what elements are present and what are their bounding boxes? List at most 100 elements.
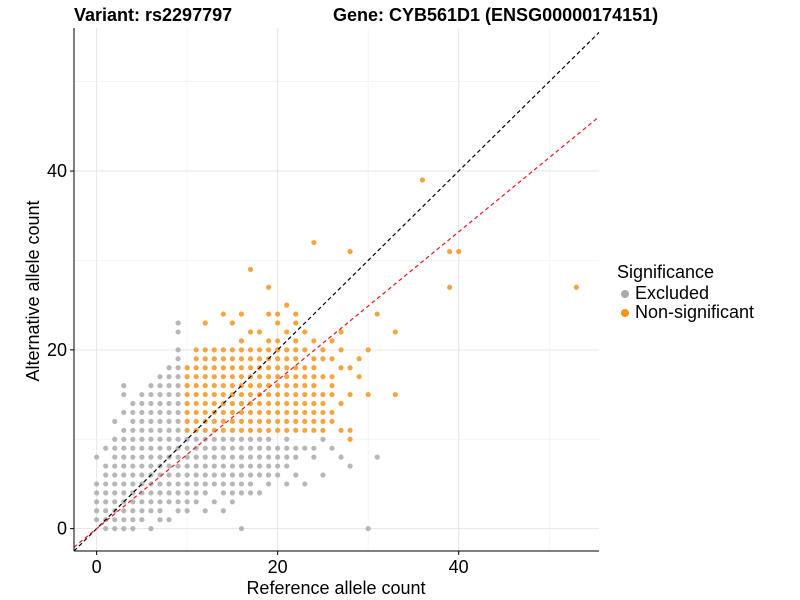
point-excluded: [202, 472, 208, 478]
point-excluded: [94, 508, 100, 514]
point-excluded: [148, 436, 154, 442]
point-excluded: [166, 463, 172, 469]
point-excluded: [220, 472, 226, 478]
point-excluded: [103, 526, 109, 532]
point-non-significant: [347, 248, 353, 255]
point-non-significant: [193, 365, 199, 371]
point-excluded: [121, 383, 127, 389]
point-non-significant: [184, 400, 190, 407]
point-excluded: [175, 436, 181, 442]
point-non-significant: [247, 409, 254, 416]
point-excluded: [229, 481, 236, 487]
point-non-significant: [302, 329, 308, 335]
point-excluded: [166, 427, 172, 433]
point-excluded: [130, 499, 136, 505]
point-non-significant: [374, 311, 380, 317]
point-excluded: [175, 490, 181, 496]
point-excluded: [256, 436, 263, 442]
point-non-significant: [193, 400, 199, 407]
point-non-significant: [293, 400, 299, 407]
point-non-significant: [184, 365, 190, 371]
point-non-significant: [456, 248, 462, 255]
point-excluded: [175, 463, 181, 469]
point-non-significant: [284, 365, 290, 371]
point-non-significant: [238, 427, 245, 433]
point-non-significant: [347, 365, 353, 371]
point-excluded: [130, 508, 136, 514]
point-non-significant: [338, 365, 344, 371]
point-excluded: [148, 454, 154, 460]
point-non-significant: [311, 338, 317, 344]
point-excluded: [311, 445, 317, 451]
point-excluded: [293, 454, 299, 460]
point-non-significant: [302, 409, 308, 416]
point-non-significant: [275, 365, 281, 371]
point-non-significant: [275, 409, 281, 416]
point-excluded: [193, 463, 199, 469]
legend: Significance Excluded Non-significant: [617, 262, 754, 322]
point-excluded: [175, 427, 181, 433]
point-excluded: [166, 499, 172, 505]
point-excluded: [220, 463, 226, 469]
point-excluded: [329, 445, 335, 451]
point-excluded: [238, 526, 245, 532]
point-excluded: [130, 400, 136, 407]
point-non-significant: [229, 409, 236, 416]
point-non-significant: [293, 409, 299, 416]
point-excluded: [193, 481, 199, 487]
x-axis-title: Reference allele count: [246, 578, 425, 598]
point-excluded: [184, 472, 190, 478]
point-excluded: [202, 508, 208, 514]
point-excluded: [166, 391, 172, 398]
point-excluded: [139, 463, 145, 469]
point-non-significant: [302, 427, 308, 433]
point-excluded: [275, 463, 281, 469]
point-non-significant: [329, 391, 335, 398]
point-excluded: [238, 436, 245, 442]
point-excluded: [211, 481, 217, 487]
point-excluded: [247, 436, 254, 442]
point-non-significant: [347, 427, 353, 433]
point-non-significant: [447, 248, 453, 255]
point-non-significant: [320, 409, 326, 416]
point-excluded: [238, 454, 245, 460]
point-non-significant: [266, 400, 272, 407]
point-excluded: [157, 409, 163, 416]
point-non-significant: [184, 418, 190, 424]
point-excluded: [202, 490, 208, 496]
point-non-significant: [193, 391, 199, 398]
point-excluded: [256, 472, 263, 478]
point-excluded: [121, 391, 127, 398]
point-excluded: [247, 463, 254, 469]
point-excluded: [166, 418, 172, 424]
point-non-significant: [284, 418, 290, 424]
point-excluded: [130, 436, 136, 442]
point-excluded: [130, 454, 136, 460]
point-excluded: [175, 409, 181, 416]
point-excluded: [211, 436, 217, 442]
point-excluded: [139, 472, 145, 478]
point-non-significant: [311, 427, 317, 433]
point-non-significant: [193, 409, 199, 416]
point-non-significant: [293, 311, 299, 317]
point-non-significant: [184, 383, 190, 389]
point-excluded: [112, 454, 118, 460]
point-excluded: [130, 427, 136, 433]
point-non-significant: [275, 338, 281, 344]
point-excluded: [157, 517, 163, 523]
point-non-significant: [193, 347, 199, 353]
point-non-significant: [302, 391, 308, 398]
point-non-significant: [266, 418, 272, 424]
point-non-significant: [284, 329, 290, 335]
point-non-significant: [293, 347, 299, 353]
point-excluded: [157, 490, 163, 496]
point-non-significant: [293, 356, 299, 362]
y-axis-title: Alternative allele count: [23, 200, 43, 381]
point-non-significant: [229, 383, 236, 389]
point-non-significant: [284, 356, 290, 362]
point-excluded: [338, 454, 344, 460]
gene-title: Gene: CYB561D1 (ENSG00000174151): [333, 5, 659, 25]
point-excluded: [121, 526, 127, 532]
point-non-significant: [184, 409, 190, 416]
point-excluded: [374, 454, 380, 460]
